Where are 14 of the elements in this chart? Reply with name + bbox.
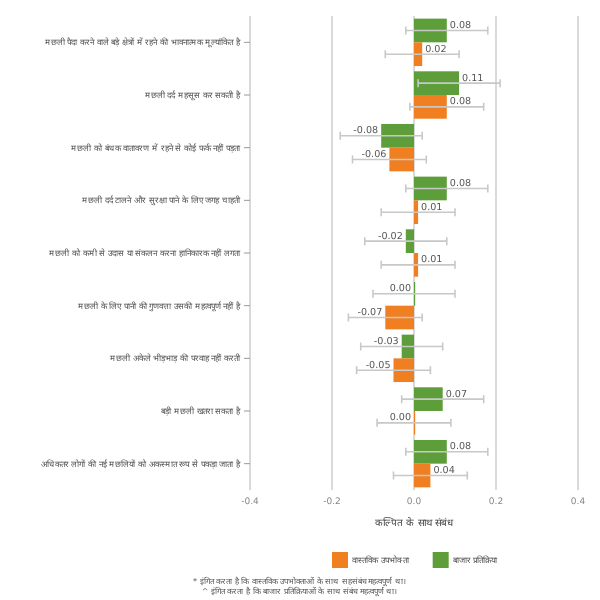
bar xyxy=(381,123,414,148)
bar xyxy=(401,334,414,359)
bar xyxy=(414,18,447,43)
bar xyxy=(414,95,447,119)
bar xyxy=(405,229,414,253)
bar xyxy=(393,358,414,383)
bar xyxy=(389,147,414,172)
bar xyxy=(414,463,431,488)
bar xyxy=(414,71,460,95)
bar xyxy=(414,176,447,201)
bar xyxy=(414,42,423,67)
bar xyxy=(385,305,414,330)
bar xyxy=(414,439,447,464)
bar xyxy=(414,387,443,411)
